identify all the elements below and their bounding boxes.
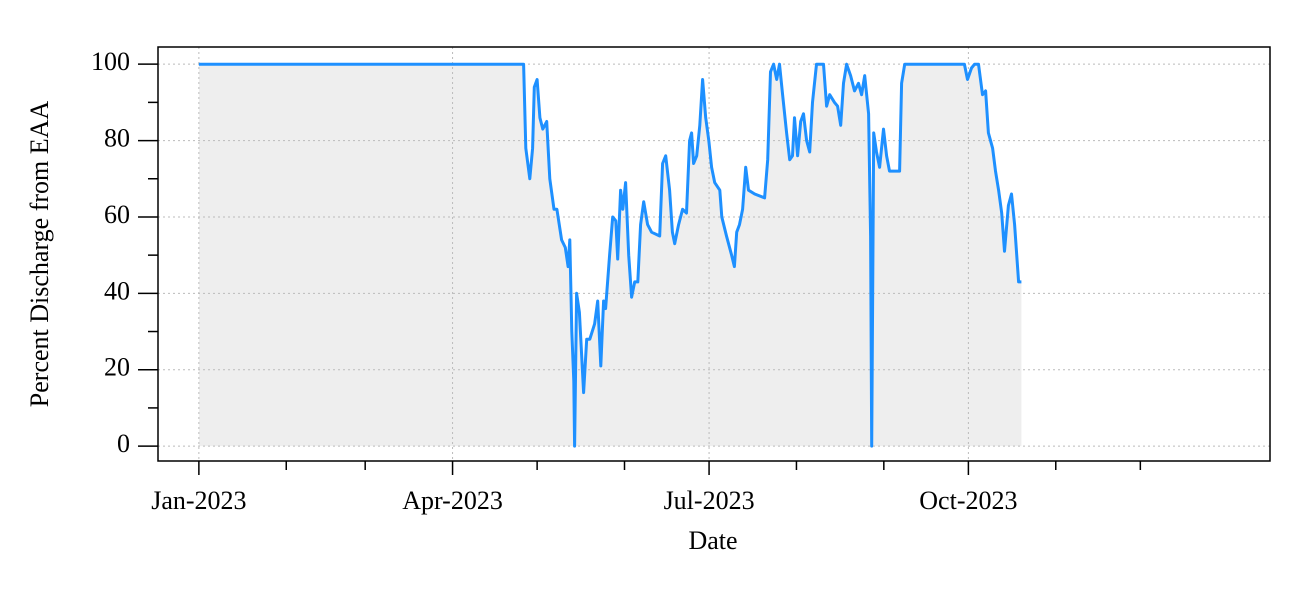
x-tick-label: Jul-2023	[664, 486, 755, 515]
y-tick-label: 100	[91, 47, 130, 76]
y-tick-label: 0	[117, 429, 130, 458]
plot-frame	[157, 46, 1271, 462]
line	[198, 62, 1022, 448]
y-tick-label: 20	[104, 353, 130, 382]
x-tick-label: Apr-2023	[402, 486, 503, 515]
x-tick-label: Jan-2023	[151, 486, 246, 515]
y-axis-label: Percent Discharge from EAA	[25, 101, 54, 408]
x-axis-label: Date	[688, 526, 737, 555]
y-tick-label: 40	[104, 276, 130, 305]
y-tick-label: 60	[104, 200, 130, 229]
y-tick-label: 80	[104, 124, 130, 153]
x-tick-label: Oct-2023	[919, 486, 1017, 515]
